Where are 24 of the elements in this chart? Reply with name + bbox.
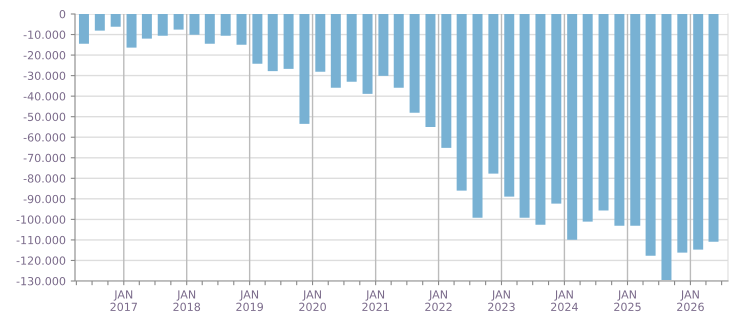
x-tick-label: JAN 2023 (488, 290, 515, 312)
y-tick-label: -40.000 (24, 92, 66, 101)
y-tick-label: -50.000 (24, 112, 66, 122)
y-tick-label: -30.000 (24, 72, 66, 80)
y-tick-label: -60.000 (24, 133, 66, 142)
x-tick-label: JAN 2018 (173, 290, 200, 312)
y-tick-label: -10.000 (24, 30, 66, 39)
y-tick-label: -120.000 (16, 256, 66, 265)
y-tick-label: -110.000 (16, 236, 66, 244)
x-tick-label: JAN 2017 (110, 290, 137, 312)
y-tick-label: -80.000 (24, 174, 66, 183)
y-tick-label: -90.000 (24, 194, 66, 204)
y-tick-label: -20.000 (24, 51, 66, 60)
x-tick-label: JAN 2022 (425, 290, 452, 312)
x-tick-label: JAN 2019 (236, 290, 263, 312)
y-tick-label: -70.000 (24, 154, 66, 162)
x-tick-label: JAN 2025 (614, 290, 641, 312)
x-tick-label: JAN 2026 (677, 290, 704, 312)
x-tick-label: JAN 2020 (299, 290, 326, 312)
x-tick-label: JAN 2024 (551, 290, 578, 312)
y-tick-label: 0 (60, 10, 66, 18)
y-tick-label: -100.000 (16, 215, 66, 224)
y-tick-label: -130.000 (16, 276, 66, 286)
x-tick-label: JAN 2021 (362, 290, 389, 312)
